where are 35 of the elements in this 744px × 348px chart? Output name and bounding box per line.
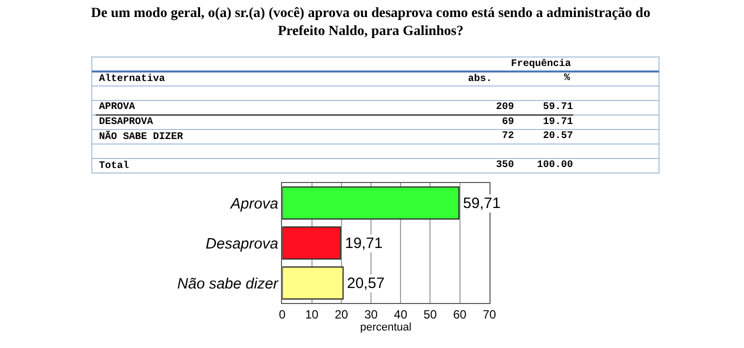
text: abs. [468,73,492,85]
x-tick-label: 40 [394,307,408,322]
x-tick-label: 10 [305,307,319,322]
bar [282,266,344,300]
text: Total [99,160,130,172]
data-label: 72 [502,131,514,142]
x-tick-label: 70 [482,307,496,322]
text: 350 [496,160,514,171]
y-tick-label: Desaprova [206,235,278,252]
data-label: 59.71 [543,102,574,113]
x-tick-label: 50 [423,307,438,322]
y-tick-label: Não sabe dizer [177,275,280,292]
category-label: NÃO SABE DIZER [99,130,184,143]
text: 100.00 [537,160,574,171]
data-label: 209 [496,102,514,113]
data-label: 20,57 [347,275,385,292]
category-label: DESAPROVA [99,117,154,128]
x-tick-label: 30 [364,307,378,322]
text: % [564,73,570,84]
x-tick-label: 0 [278,307,286,322]
data-label: 59,71 [463,195,501,212]
text: Alternativa [99,73,166,85]
data-label: 19.71 [543,117,574,128]
x-tick-label: 20 [334,307,348,322]
bar [282,186,460,220]
x-axis-title: percentual [360,322,412,334]
x-tick-label: 60 [453,307,467,322]
data-label: 69 [502,117,514,128]
data-label: 20.57 [543,131,574,142]
category-label: APROVA [99,102,136,113]
text: Frequência [511,58,572,70]
data-label: 19,71 [345,235,383,252]
bar [282,226,342,260]
text: De um modo geral, o(a) sr.(a) (você) aprova ou desaprova como está sendo a administração do Prefeito Naldo, para Galinhos? [91,6,650,40]
y-tick-label: Aprova [230,195,278,212]
